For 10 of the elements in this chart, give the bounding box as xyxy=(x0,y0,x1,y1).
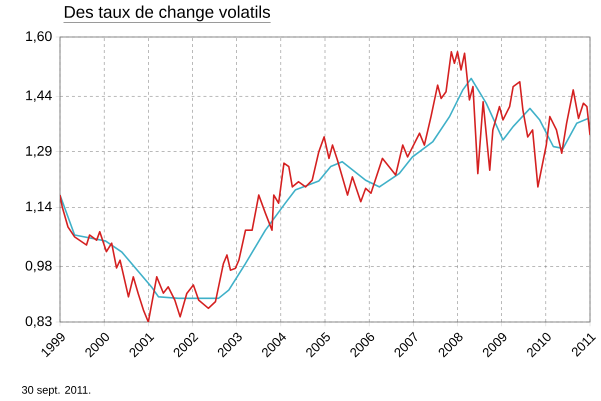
line-series xyxy=(60,51,590,322)
y-tick-label: 1,60 xyxy=(26,31,52,43)
text: 30 sept. 2011. xyxy=(22,386,90,396)
y-tick-label: 1,44 xyxy=(26,90,52,102)
chart-title: Des taux de change volatils xyxy=(64,6,270,22)
y-tick-label: 0,98 xyxy=(26,260,52,272)
y-tick-label: 0,83 xyxy=(26,316,52,328)
y-tick-label: 1,29 xyxy=(26,146,52,158)
y-tick-label: 1,14 xyxy=(26,202,52,213)
line-series xyxy=(60,78,590,300)
